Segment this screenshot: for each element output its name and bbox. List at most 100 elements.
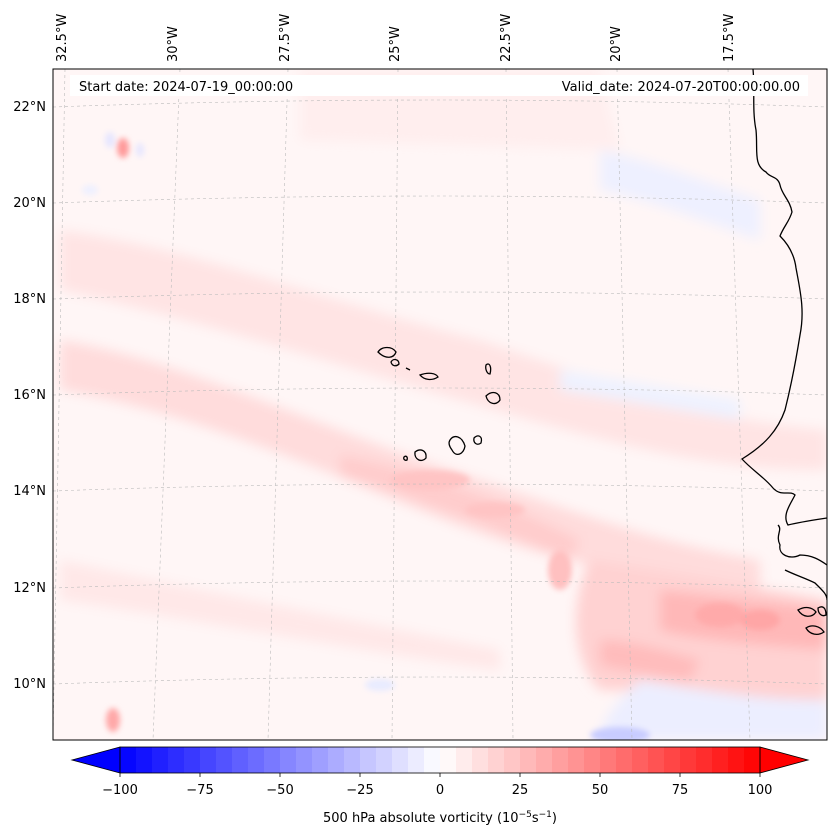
colorbar-segment	[264, 747, 281, 773]
sao-nicolau-island	[418, 372, 439, 381]
santo-antao-island	[377, 346, 397, 358]
colorbar-segment	[184, 747, 201, 773]
colorbar-segment	[232, 747, 249, 773]
gridline-lon-17-5	[727, 69, 751, 740]
colorbar-segment	[408, 747, 425, 773]
colorbar-segment	[200, 747, 217, 773]
colorbar-segment	[456, 747, 473, 773]
colorbar-tick-label: −75	[186, 783, 213, 798]
map-panel: Start date: 2024-07-19_00:00:00 Valid_da…	[52, 68, 828, 741]
colorbar-tick-label: −100	[102, 783, 138, 798]
gridline-lon-27-5	[267, 69, 289, 740]
colorbar-extend-min	[70, 746, 121, 774]
africa-coastline	[740, 69, 827, 526]
start-date-label: Start date: 2024-07-19_00:00:00	[79, 80, 293, 95]
gridline-lat-10	[53, 676, 827, 685]
colorbar-tick-label: 25	[512, 783, 529, 798]
colorbar-tick-label: −25	[346, 783, 373, 798]
bijagos-island-1	[797, 606, 817, 617]
colorbar-segment	[472, 747, 489, 773]
colorbar-segment	[504, 747, 521, 773]
colorbar-segment	[216, 747, 233, 773]
lat-label: 20°N	[13, 196, 46, 211]
colorbar-segment	[136, 747, 153, 773]
lat-label: 18°N	[13, 292, 46, 307]
guinea-coastline	[784, 569, 827, 601]
colorbar-segment	[296, 747, 313, 773]
longitude-labels: 32.5°W 30°W 27.5°W 25°W 22.5°W 20°W 17.5…	[55, 14, 737, 62]
vorticity-blobs-fine	[82, 132, 780, 740]
lat-label: 16°N	[13, 388, 46, 403]
gridline-lat-18	[53, 291, 827, 300]
colorbar-segment	[552, 747, 569, 773]
colorbar-segment	[424, 747, 441, 773]
colorbar-segment	[152, 747, 169, 773]
santiago-island	[448, 435, 466, 455]
brava-island	[403, 455, 408, 461]
colorbar-segment	[168, 747, 185, 773]
colorbar-ticks: −100 −75 −50 −25 0 25 50 75 100	[102, 773, 772, 798]
colorbar-segment	[648, 747, 665, 773]
sao-vicente-island	[390, 358, 400, 367]
colorbar-tick-label: 100	[748, 783, 773, 798]
gridline-lat-12	[53, 580, 827, 589]
gridline-lon-30	[152, 69, 181, 740]
lon-label: 22.5°W	[499, 14, 514, 62]
colorbar-segment	[600, 747, 617, 773]
colorbar-segments	[120, 747, 761, 773]
santa-luzia-island	[405, 367, 411, 371]
colorbar-segment	[584, 747, 601, 773]
colorbar-title: 500 hPa absolute vorticity (10−5s−1)	[323, 810, 557, 826]
lat-label: 22°N	[13, 100, 46, 115]
gridline-lon-20	[616, 69, 633, 740]
colorbar-segment	[376, 747, 393, 773]
gridline-lon-22-5	[505, 69, 514, 740]
colorbar: −100 −75 −50 −25 0 25 50 75 100 500 hPa …	[70, 746, 810, 826]
lon-label: 27.5°W	[278, 14, 293, 62]
fogo-island	[414, 449, 427, 462]
colorbar-segment	[712, 747, 729, 773]
guinea-bissau-coastline	[777, 524, 827, 566]
gridlines	[53, 69, 827, 740]
colorbar-segment	[488, 747, 505, 773]
gridline-lat-20	[53, 195, 827, 204]
colorbar-segment	[680, 747, 697, 773]
map-frame	[52, 68, 828, 741]
colorbar-segment	[616, 747, 633, 773]
valid-date-label: Valid_date: 2024-07-20T00:00:00.00	[562, 80, 800, 95]
colorbar-tick-label: −50	[266, 783, 293, 798]
lat-label: 10°N	[13, 677, 46, 692]
lon-label: 32.5°W	[55, 14, 70, 62]
colorbar-segment	[248, 747, 265, 773]
latitude-labels: 22°N 20°N 18°N 16°N 14°N 12°N 10°N	[13, 100, 46, 692]
colorbar-tick-label: 0	[436, 783, 444, 798]
lon-label: 25°W	[388, 26, 403, 62]
gridline-lon-25	[391, 69, 399, 740]
colorbar-segment	[440, 747, 457, 773]
sal-island	[485, 363, 492, 375]
maio-island	[473, 435, 483, 445]
lon-label: 20°W	[609, 26, 624, 62]
gridline-lat-22	[53, 99, 827, 108]
colorbar-tick-label: 75	[672, 783, 689, 798]
boa-vista-island	[485, 391, 501, 405]
date-info-background	[70, 75, 808, 96]
colorbar-segment	[392, 747, 409, 773]
gridline-lon-32-5	[53, 69, 66, 740]
lat-label: 12°N	[13, 581, 46, 596]
colorbar-segment	[312, 747, 329, 773]
colorbar-segment	[328, 747, 345, 773]
colorbar-segment	[744, 747, 761, 773]
colorbar-segment	[664, 747, 681, 773]
date-info-box: Start date: 2024-07-19_00:00:00 Valid_da…	[70, 75, 808, 96]
colorbar-segment	[360, 747, 377, 773]
bijagos-island-3	[805, 625, 825, 635]
coastlines	[377, 69, 827, 635]
colorbar-segment	[632, 747, 649, 773]
colorbar-segment	[568, 747, 585, 773]
lat-label: 14°N	[13, 484, 46, 499]
bijagos-island-2	[817, 606, 827, 617]
colorbar-segment	[344, 747, 361, 773]
colorbar-tick-label: 50	[592, 783, 609, 798]
